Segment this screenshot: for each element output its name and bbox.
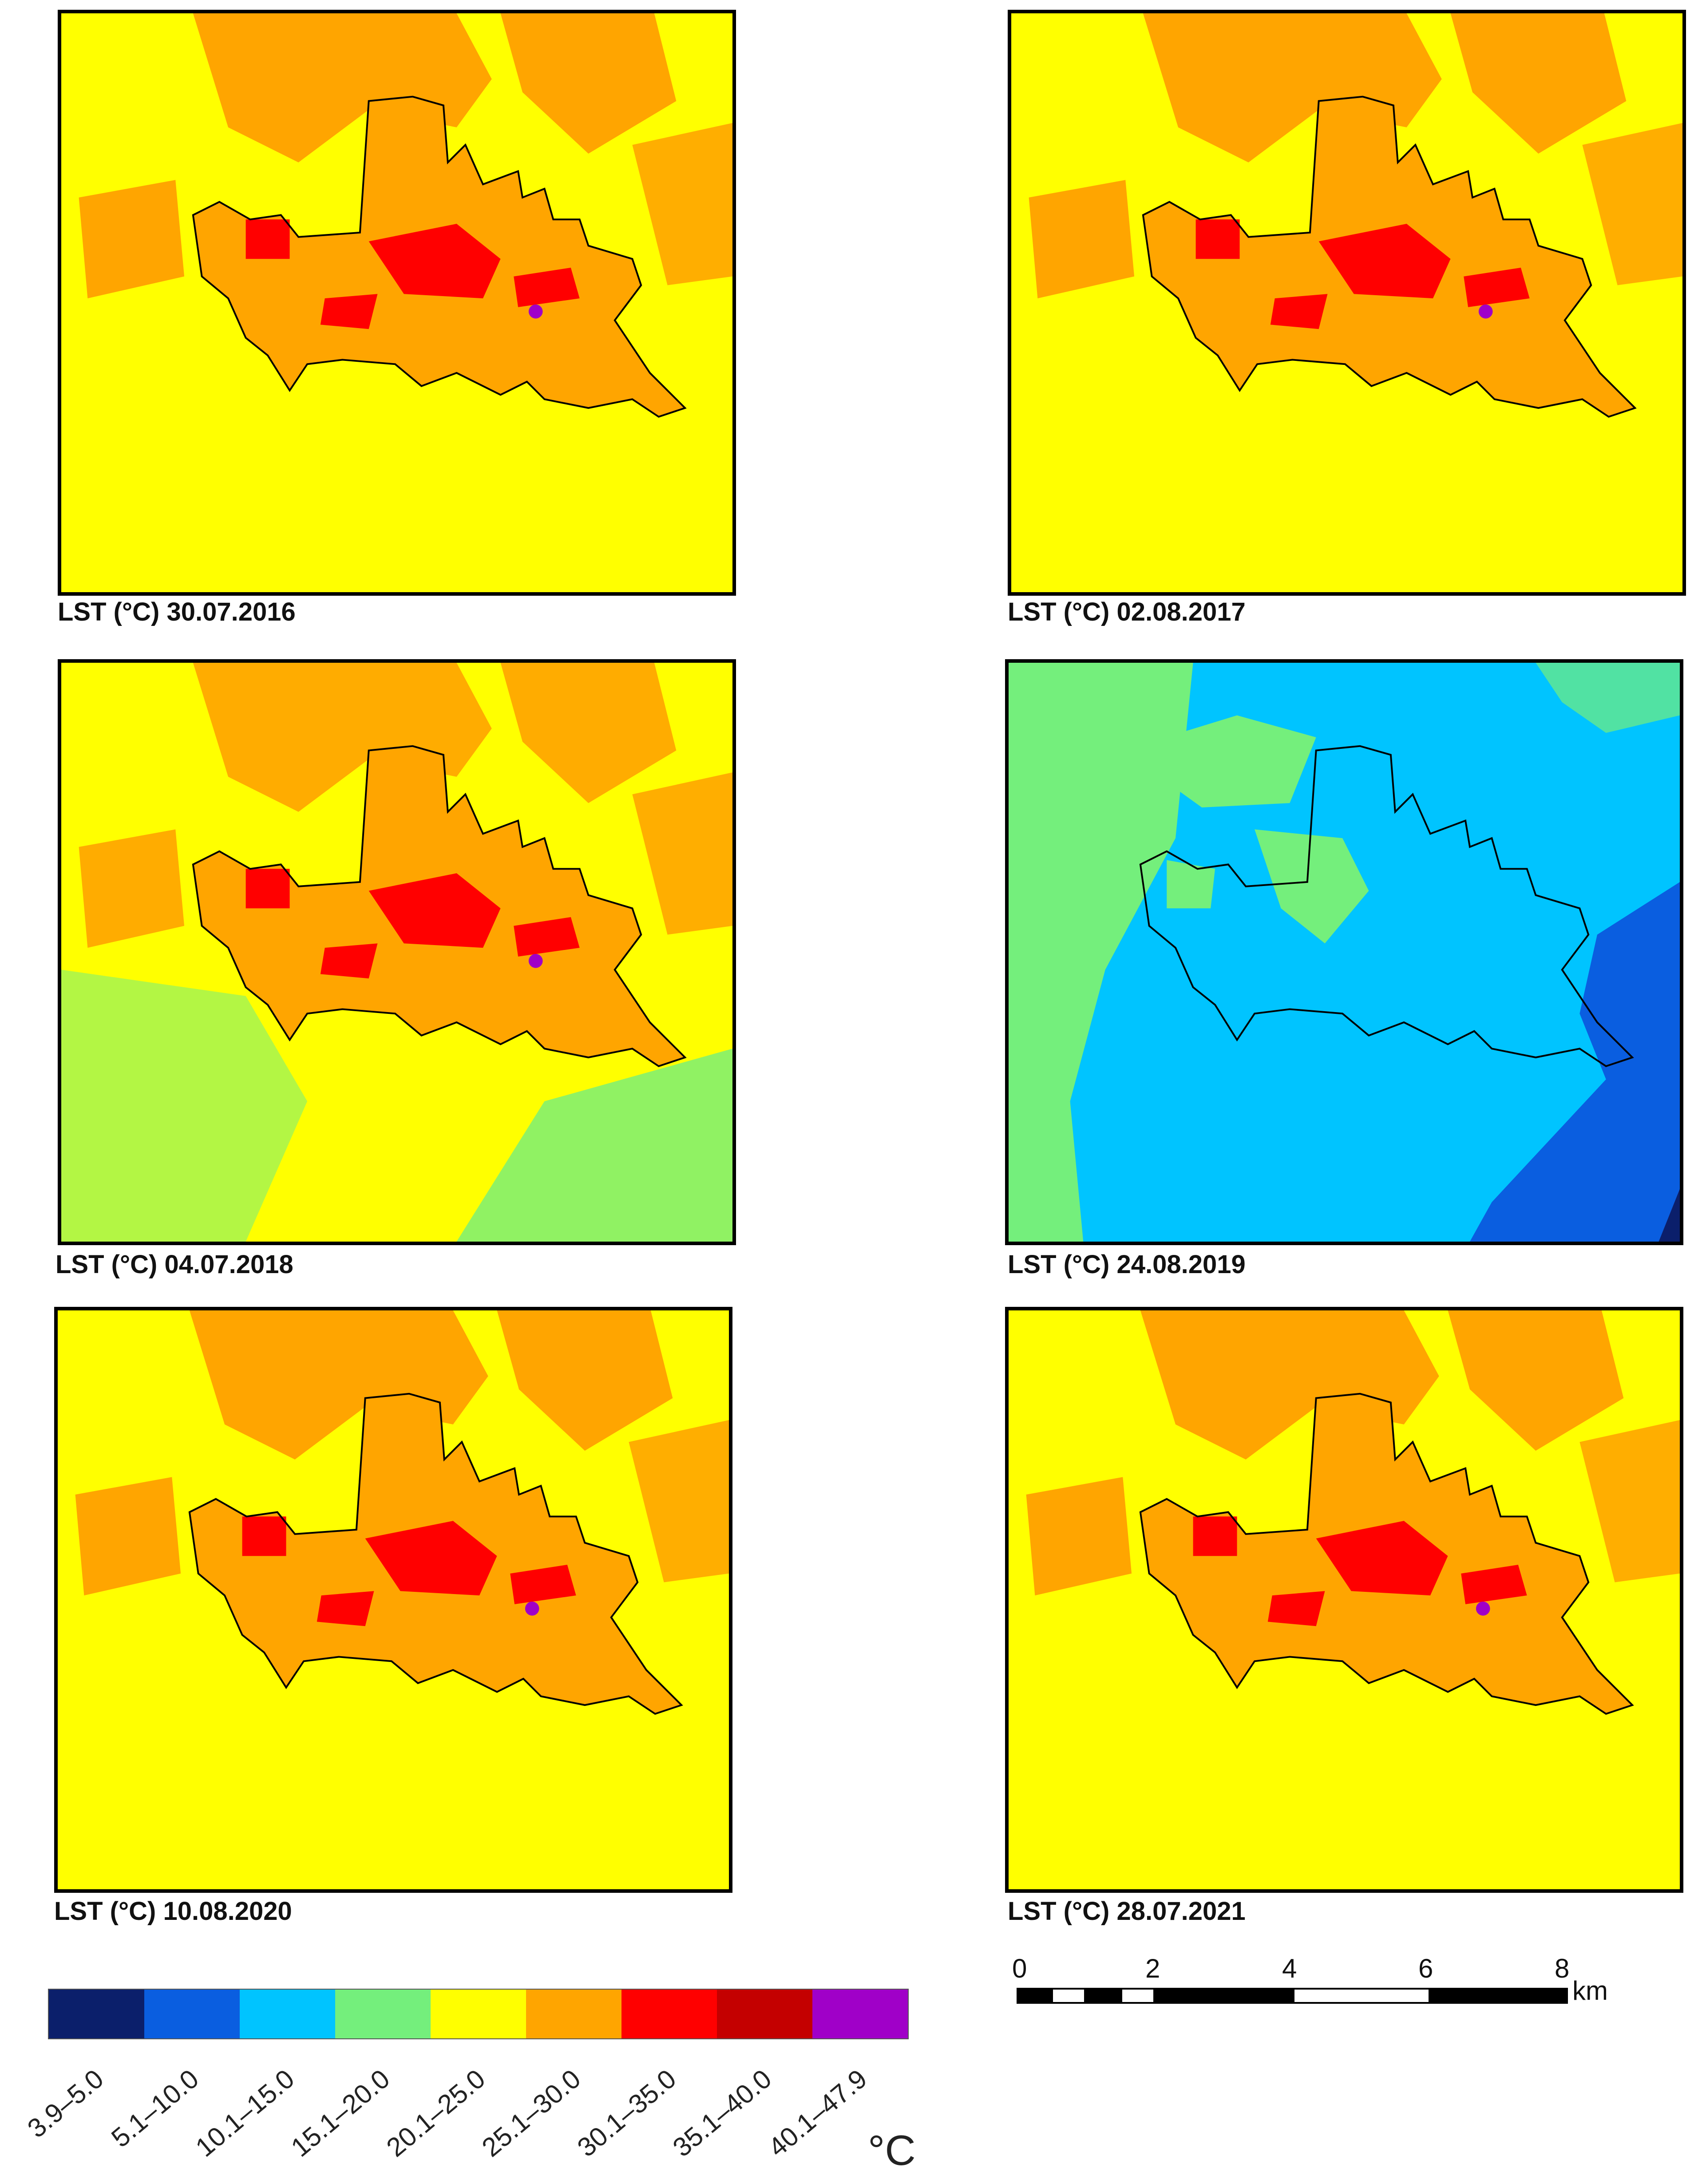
legend-unit: °C xyxy=(868,2127,916,2174)
legend-label-5: 20.1–25.0 xyxy=(380,2063,491,2163)
scale-seg-5 xyxy=(1155,1988,1293,2004)
legend-swatch-6 xyxy=(526,1990,621,2038)
panel-caption-2021: LST (°C) 28.07.2021 xyxy=(1008,1897,1246,1926)
scale-seg-4 xyxy=(1120,1988,1155,2004)
scale-tick-0: 0 xyxy=(1012,1954,1027,1983)
scale-seg-7 xyxy=(1430,1988,1568,2004)
legend-label-7: 30.1–35.0 xyxy=(571,2063,682,2163)
legend-swatch-7 xyxy=(621,1990,717,2038)
panel-caption-2019: LST (°C) 24.08.2019 xyxy=(1008,1250,1246,1279)
legend-swatch-2 xyxy=(144,1990,240,2038)
legend-label-9: 40.1–47.9 xyxy=(762,2063,873,2163)
panel-caption-2016: LST (°C) 30.07.2016 xyxy=(58,597,296,626)
scale-unit: km xyxy=(1572,1976,1608,2006)
scale-seg-1 xyxy=(1017,1988,1051,2004)
scale-tick-8: 8 xyxy=(1555,1954,1570,1983)
legend-label-4: 15.1–20.0 xyxy=(285,2063,396,2163)
map-panel-2019 xyxy=(1005,659,1683,1245)
scale-tick-2: 2 xyxy=(1145,1954,1160,1983)
scale-seg-3 xyxy=(1086,1988,1120,2004)
scale-seg-6 xyxy=(1293,1988,1430,2004)
scale-seg-2 xyxy=(1051,1988,1086,2004)
scale-tick-6: 6 xyxy=(1418,1954,1433,1983)
panel-caption-2017: LST (°C) 02.08.2017 xyxy=(1008,597,1246,626)
legend-label-6: 25.1–30.0 xyxy=(476,2063,586,2163)
map-panel-2017 xyxy=(1008,10,1686,596)
legend-swatch-9 xyxy=(812,1990,908,2038)
legend-swatch-3 xyxy=(240,1990,335,2038)
legend-label-8: 35.1–40.0 xyxy=(667,2063,777,2163)
map-panel-2021 xyxy=(1005,1307,1683,1893)
map-panel-2018 xyxy=(58,659,736,1245)
legend-label-3: 10.1–15.0 xyxy=(190,2063,300,2163)
map-panel-2020 xyxy=(54,1307,732,1893)
legend-swatch-5 xyxy=(431,1990,526,2038)
panel-caption-2020: LST (°C) 10.08.2020 xyxy=(54,1897,292,1926)
map-panel-2016 xyxy=(58,10,736,596)
color-legend xyxy=(48,1989,909,2039)
scale-tick-4: 4 xyxy=(1282,1954,1297,1983)
legend-swatch-1 xyxy=(49,1990,144,2038)
legend-swatch-4 xyxy=(335,1990,431,2038)
legend-label-1: 3.9–5.0 xyxy=(22,2063,109,2144)
legend-swatch-8 xyxy=(717,1990,812,2038)
panel-caption-2018: LST (°C) 04.07.2018 xyxy=(55,1250,293,1279)
